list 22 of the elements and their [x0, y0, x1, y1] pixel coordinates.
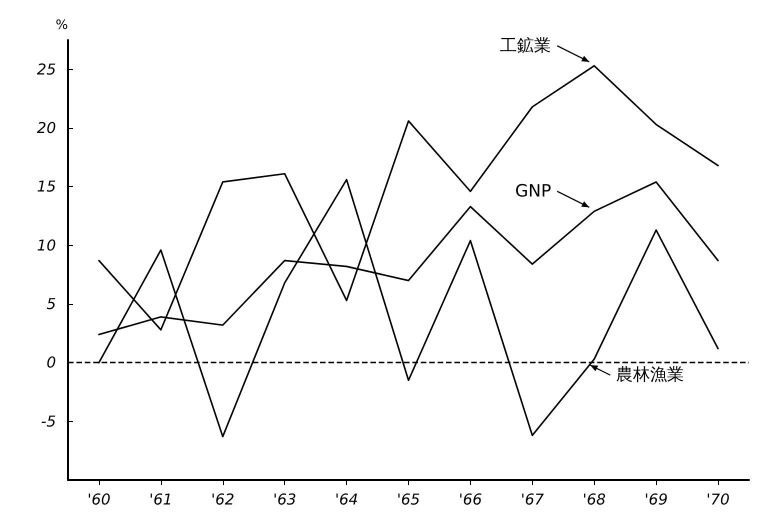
y-axis-title: % — [56, 18, 68, 33]
annotation: 農林漁業 — [616, 365, 684, 386]
y-tick-label: 5 — [46, 295, 56, 313]
x-tick-label: '70 — [706, 490, 730, 508]
x-tick-label: '67 — [520, 490, 544, 508]
x-tick-label: '65 — [396, 490, 420, 508]
x-tick-label: '62 — [211, 490, 234, 508]
y-tick-label: 15 — [36, 178, 56, 196]
y-tick-label: 0 — [46, 354, 56, 372]
x-tick-label: '66 — [458, 490, 482, 508]
x-tick-label: '68 — [582, 490, 606, 508]
annotation: GNP — [515, 181, 552, 202]
y-tick-label: 25 — [36, 60, 56, 78]
x-tick-label: '64 — [334, 490, 358, 508]
annotation: 工鉱業 — [500, 36, 552, 56]
x-tick-label: '63 — [273, 490, 296, 508]
y-tick-label: 10 — [36, 236, 56, 254]
y-tick-label: -5 — [41, 412, 56, 430]
x-tick-label: '61 — [149, 490, 172, 508]
y-tick-label: 20 — [36, 119, 56, 137]
x-tick-label: '60 — [87, 490, 111, 508]
x-tick-label: '69 — [644, 490, 668, 508]
